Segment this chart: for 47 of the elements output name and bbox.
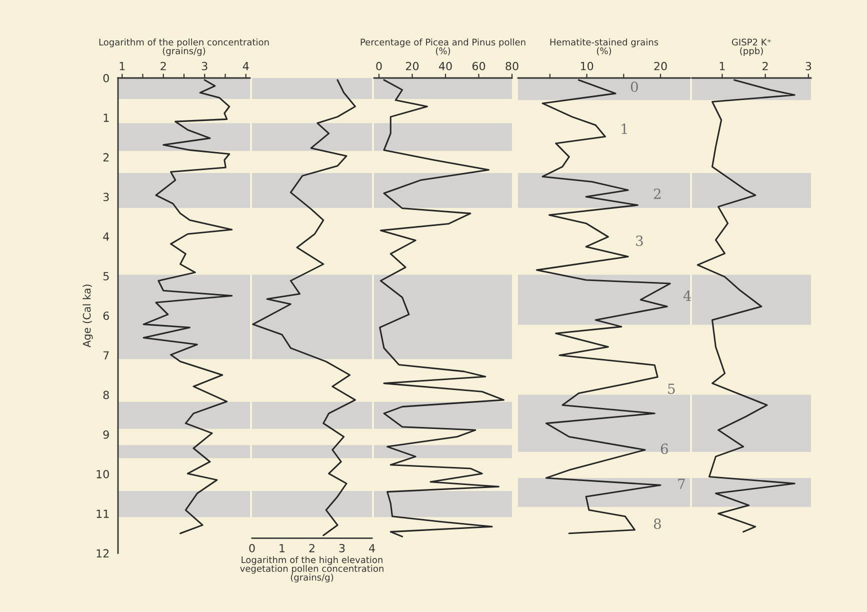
x2-tick-label: 1: [120, 62, 125, 70]
x-tick-label: 1: [280, 544, 285, 552]
annotation: 2: [654, 188, 660, 199]
annotation: 3: [636, 236, 643, 246]
x2-axis-title: Hematite-stained grains (%): [550, 38, 658, 56]
x2-axis-title: Percentage of Picea and Pinus pollen (%): [360, 38, 526, 56]
x2-tick-label: 60: [472, 62, 486, 70]
x2-tick-label: 2: [762, 62, 768, 70]
annotation: 0: [630, 82, 638, 92]
x2-tick-label: 80: [506, 62, 518, 70]
x2-tick-label: 1: [720, 62, 725, 70]
annotation: 1: [622, 124, 627, 134]
annotation: 6: [660, 444, 668, 454]
x2-tick-label: 3: [202, 62, 208, 70]
x2-tick-label: 2: [160, 62, 166, 70]
x-tick-label: 4: [369, 544, 375, 552]
y-tick-label: 1: [104, 114, 109, 122]
x2-axis-title: Logarithm of the pollen concentration (grains/g): [99, 38, 269, 56]
x2-axis-title: GISP2 K⁺ (ppb): [732, 38, 771, 56]
annotation: 5: [668, 384, 675, 394]
y-tick-label: 11: [96, 510, 109, 518]
x2-tick-label: 3: [806, 62, 812, 70]
x-tick-label: 3: [339, 544, 345, 552]
x2-tick-label: 4: [242, 62, 249, 70]
y-tick-label: 12: [96, 549, 109, 558]
x2-tick-label: 40: [438, 62, 452, 70]
y-tick-label: 3: [103, 192, 109, 202]
text: 4: [683, 290, 692, 301]
y-tick-label: 8: [103, 390, 109, 400]
y-tick-label: 6: [103, 312, 109, 320]
text: 7: [678, 478, 685, 489]
annotation: 8: [654, 518, 661, 530]
x2-tick-label: 20: [654, 62, 667, 70]
y-tick-label: 0: [103, 74, 109, 82]
x2-tick-label: 10: [580, 62, 594, 70]
x2-tick-label: 20: [406, 62, 419, 70]
y-tick-label: 5: [103, 272, 109, 280]
y-tick-label: 9: [103, 430, 109, 439]
x-tick-label: 2: [309, 544, 314, 552]
y-tick-label: 10: [96, 470, 109, 478]
x-tick-label: 0: [249, 544, 255, 552]
y-tick-label: 4: [103, 232, 110, 241]
y-axis-title: Age (Cal ka): [82, 284, 93, 348]
x2-tick-label: 0: [376, 62, 382, 70]
x-axis-title: Logarithm of the high elevation vegetation pollen concentration (grains/g): [240, 556, 384, 582]
y-tick-label: 2: [103, 153, 109, 162]
y-tick-label: 7: [104, 351, 109, 360]
